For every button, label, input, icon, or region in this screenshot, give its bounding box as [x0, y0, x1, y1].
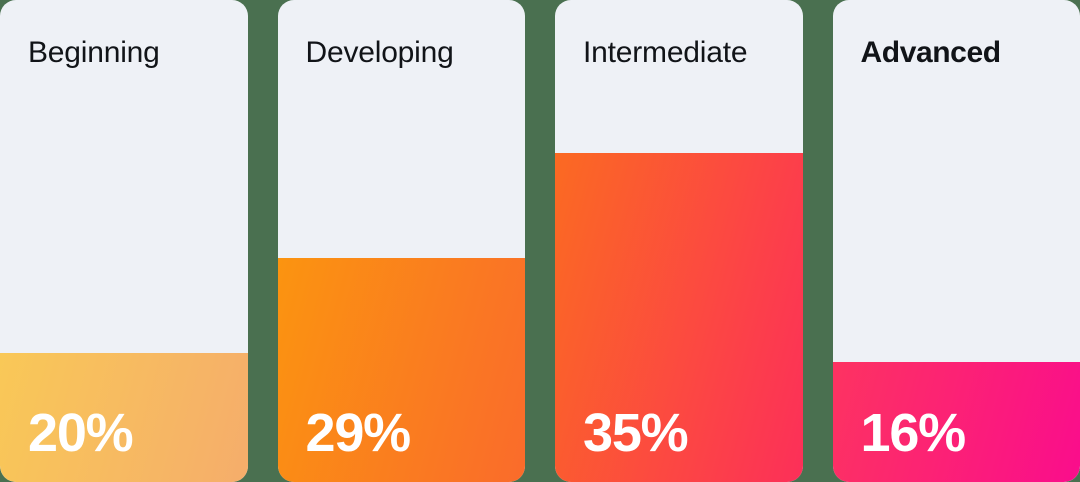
bar-column[interactable]: Beginning 20% — [0, 0, 248, 482]
bar-column[interactable]: Intermediate 35% — [555, 0, 803, 482]
bar-fill — [832, 361, 1080, 482]
bar-column[interactable]: Advanced 16% — [832, 0, 1080, 482]
bar-value-label: 20% — [28, 403, 134, 463]
bar-value-label: 35% — [583, 403, 689, 463]
bar-category-label: Beginning — [28, 36, 160, 69]
bar-value-label: 29% — [305, 403, 412, 463]
bar-value-label: 16% — [860, 403, 967, 463]
bar-column[interactable]: Developing 29% — [277, 0, 525, 482]
bar-fill — [0, 352, 248, 482]
bar-category-label: Advanced — [860, 36, 1002, 69]
bar-category-label: Intermediate — [583, 36, 748, 69]
bar-category-label: Developing — [305, 36, 454, 69]
bar-fill — [555, 153, 803, 482]
bar-fill — [277, 257, 525, 482]
